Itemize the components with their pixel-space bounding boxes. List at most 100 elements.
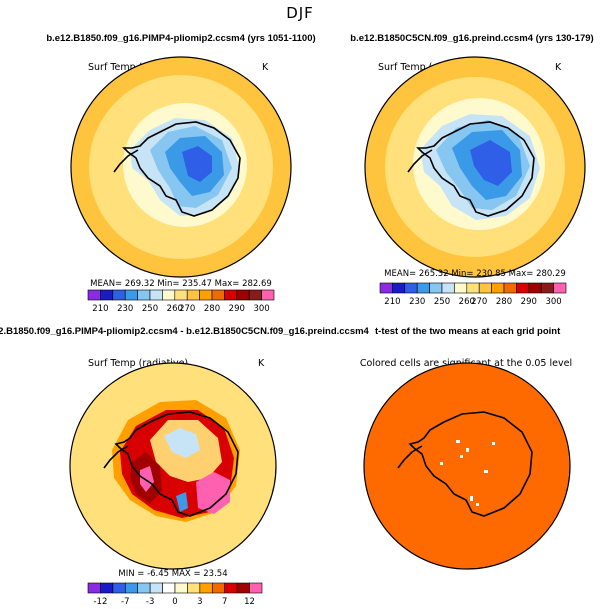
- insignificant-cell: [476, 503, 479, 506]
- panel-3-title: b.e12.B1850.f09_g16.PIMP4-pliomip2.ccsm4…: [0, 326, 370, 337]
- colorbar-swatch: [236, 289, 250, 301]
- colorbar-swatch: [392, 282, 406, 294]
- colorbar-swatch: [553, 282, 567, 294]
- colorbar-swatch: [186, 289, 200, 301]
- colorbar-tick-label: 300: [545, 297, 561, 307]
- colorbar-swatch: [137, 582, 151, 594]
- colorbar-tick-label: 280: [204, 304, 220, 314]
- peninsula: [113, 149, 139, 173]
- season-label: DJF: [286, 4, 314, 22]
- colorbar-swatch: [248, 289, 262, 301]
- colorbar-tick-label: -3: [146, 597, 154, 607]
- insignificant-cell: [466, 448, 469, 452]
- panel-2-stats: MEAN= 265.32 Min= 230.85 Max= 280.29: [384, 269, 566, 279]
- colorbar-swatch: [441, 282, 455, 294]
- colorbar-tick-label: 7: [222, 597, 227, 607]
- colorbar-swatch: [87, 582, 101, 594]
- insignificant-cell: [484, 470, 488, 473]
- colorbar-swatch: [516, 282, 530, 294]
- colorbar-tick-label: 250: [434, 297, 450, 307]
- colorbar-tick-label: 290: [229, 304, 245, 314]
- significance-field: [364, 363, 570, 569]
- colorbar-tick-label: 0: [172, 597, 177, 607]
- panel-1: b.e12.B1850.f09_g16.PIMP4-pliomip2.ccsm4…: [46, 33, 315, 314]
- colorbar-swatch: [162, 289, 176, 301]
- colorbar-swatch: [466, 282, 480, 294]
- coastline: [122, 121, 241, 217]
- colorbar-swatch: [211, 289, 225, 301]
- field-blue-ross: [176, 492, 188, 512]
- colorbar-swatch: [112, 289, 126, 301]
- peninsula: [103, 445, 129, 469]
- colorbar-swatch: [261, 289, 275, 301]
- peninsula: [397, 445, 423, 469]
- colorbar-swatch: [416, 282, 430, 294]
- panel-4-title: t-test of the two means at each grid poi…: [375, 326, 561, 337]
- colorbar-tick-label: 260: [459, 297, 475, 307]
- field-pink-east: [196, 472, 230, 514]
- colorbar-tick-label: 290: [521, 297, 537, 307]
- colorbar-tick-label: 230: [409, 297, 425, 307]
- panel-3-map: [70, 363, 276, 569]
- colorbar-swatch: [124, 289, 138, 301]
- panel-3-stats: MIN = -6.45 MAX = 23.54: [118, 569, 227, 579]
- colorbar-swatch: [162, 582, 176, 594]
- panel-2: b.e12.B1850C5CN.f09_g16.preind.ccsm4 (yr…: [350, 33, 593, 307]
- colorbar-swatch: [224, 289, 238, 301]
- colorbar-tick-label: 300: [253, 304, 269, 314]
- panel-2-units: K: [555, 62, 562, 73]
- colorbar-tick-label: 210: [92, 304, 108, 314]
- colorbar-tick-label: -12: [93, 597, 107, 607]
- panel-3-map-border: [69, 362, 277, 570]
- colorbar-swatch: [174, 289, 188, 301]
- field-ice-coldest: [470, 140, 512, 186]
- panel-3: b.e12.B1850.f09_g16.PIMP4-pliomip2.ccsm4…: [0, 326, 370, 607]
- colorbar-swatch: [528, 282, 542, 294]
- colorbar-swatch: [100, 582, 114, 594]
- colorbar-swatch: [211, 582, 226, 594]
- panel-3-subtitle: Surf Temp (radiative): [88, 358, 188, 369]
- colorbar-tick-label: 12: [244, 597, 255, 607]
- field-pink-west: [140, 466, 154, 492]
- insignificant-cell: [460, 455, 463, 458]
- colorbar-swatch: [174, 582, 188, 594]
- colorbar-swatch: [491, 282, 505, 294]
- colorbar-tick-label: 270: [471, 297, 487, 307]
- panel-2-title: b.e12.B1850C5CN.f09_g16.preind.ccsm4 (yr…: [350, 33, 593, 44]
- panel-4-map-border: [363, 362, 571, 570]
- insignificant-cell: [456, 440, 460, 443]
- panel-2-map: [365, 57, 585, 277]
- peninsula: [407, 149, 433, 173]
- coastline: [408, 411, 533, 517]
- colorbar-swatch: [187, 582, 201, 594]
- panel-1-stats: MEAN= 269.32 Min= 235.47 Max= 282.69: [90, 279, 272, 289]
- colorbar-swatch: [429, 282, 443, 294]
- colorbar-swatch: [149, 289, 163, 301]
- colorbar-swatch: [87, 289, 101, 301]
- colorbar-tick-label: 3: [197, 597, 202, 607]
- colorbar-swatch: [404, 282, 418, 294]
- insignificant-cell: [470, 496, 473, 501]
- panel-1-map: [71, 57, 291, 277]
- panel-3-units: K: [258, 358, 265, 369]
- colorbar-swatch: [199, 289, 213, 301]
- panel-1-title: b.e12.B1850.f09_g16.PIMP4-pliomip2.ccsm4…: [46, 33, 315, 44]
- colorbar-tick-label: 270: [179, 304, 195, 314]
- colorbar-swatch: [112, 582, 126, 594]
- colorbar-tick-label: 230: [117, 304, 133, 314]
- colorbar-swatch: [249, 582, 263, 594]
- colorbar-swatch: [199, 582, 213, 594]
- panel-4: t-test of the two means at each grid poi…: [360, 326, 572, 570]
- colorbar-tick-label: 260: [167, 304, 183, 314]
- colorbar-swatch: [137, 289, 151, 301]
- insignificant-cell: [440, 462, 443, 465]
- field-ice-coldest: [182, 146, 212, 182]
- colorbar-swatch: [224, 582, 238, 594]
- colorbar-swatch: [454, 282, 468, 294]
- panel-2-map-border: [364, 56, 586, 278]
- colorbar-tick-label: 250: [142, 304, 158, 314]
- coastline: [114, 411, 239, 517]
